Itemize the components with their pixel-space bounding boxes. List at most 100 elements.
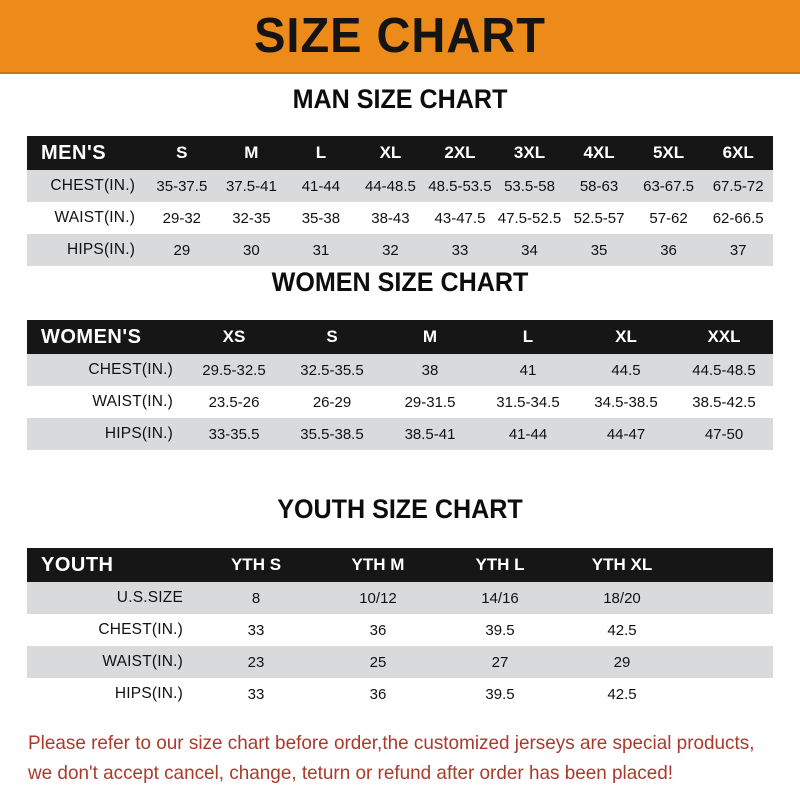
table-row: WAIST(IN.) 23.5-26 26-29 29-31.5 31.5-34… — [27, 386, 773, 418]
women-size-col-3: L — [522, 327, 534, 346]
youth-size-table: YOUTH YTH S YTH M YTH L YTH XL U.S.SIZE … — [27, 548, 773, 710]
women-header-label: WOMEN'S — [41, 325, 142, 348]
man-row-1-cell-7: 57-62 — [649, 209, 688, 227]
women-size-col-5: XXL — [707, 327, 741, 346]
table-row: CHEST(IN.) 29.5-32.5 32.5-35.5 38 41 44.… — [27, 354, 773, 386]
youth-row-1-cell-1: 36 — [369, 621, 387, 639]
man-row-1-cell-4: 43-47.5 — [434, 209, 486, 227]
man-row-2-cell-3: 32 — [382, 241, 399, 259]
women-row-0-cell-1: 32.5-35.5 — [300, 361, 364, 379]
man-row-2-cell-6: 35 — [590, 241, 608, 259]
youth-table-header-row: YOUTH YTH S YTH M YTH L YTH XL — [27, 548, 773, 582]
man-row-2-cell-4: 33 — [451, 241, 469, 259]
women-row-1-cell-4: 34.5-38.5 — [594, 393, 658, 411]
women-row-0-cell-3: 41 — [519, 361, 537, 379]
women-row-2-cell-1: 35.5-38.5 — [300, 425, 364, 443]
women-row-0-cell-5: 44.5-48.5 — [692, 361, 756, 379]
women-section-title: WOMEN SIZE CHART — [271, 267, 529, 297]
table-row: HIPS(IN.) 29 30 31 32 33 34 35 36 37 — [27, 234, 773, 266]
women-row-0-cell-2: 38 — [421, 361, 439, 379]
youth-size-col-1: YTH M — [351, 555, 405, 574]
man-row-0-cell-3: 44-48.5 — [365, 177, 416, 195]
women-row-0-label: CHEST(IN.) — [88, 361, 173, 378]
youth-row-0-cell-2: 14/16 — [481, 589, 519, 607]
man-row-2-cell-7: 36 — [660, 241, 677, 259]
women-row-0-cell-4: 44.5 — [611, 361, 641, 379]
youth-row-3-filler — [683, 678, 773, 710]
youth-header-label: YOUTH — [41, 553, 114, 576]
man-row-1-cell-1: 32-35 — [232, 209, 271, 227]
women-row-2-label: HIPS(IN.) — [104, 425, 173, 442]
man-row-0-cell-2: 41-44 — [301, 177, 341, 195]
man-size-col-2: L — [315, 143, 327, 162]
women-row-1-cell-1: 26-29 — [312, 393, 352, 411]
man-row-0-cell-4: 48.5-53.5 — [428, 177, 492, 195]
women-row-2-cell-4: 44-47 — [606, 425, 646, 443]
man-row-1-cell-5: 47.5-52.5 — [497, 209, 562, 227]
youth-row-1-label: CHEST(IN.) — [98, 621, 183, 638]
man-row-1-cell-3: 38-43 — [371, 209, 410, 227]
table-row: HIPS(IN.) 33 36 39.5 42.5 — [27, 678, 773, 710]
youth-header-filler — [683, 548, 773, 582]
youth-row-3-cell-2: 39.5 — [485, 685, 515, 703]
women-table-header-row: WOMEN'S XS S M L XL XXL — [27, 320, 773, 354]
women-row-1-cell-0: 23.5-26 — [208, 393, 260, 411]
youth-row-0-cell-1: 10/12 — [359, 589, 397, 607]
youth-size-col-0: YTH S — [230, 555, 282, 574]
women-row-2-cell-5: 47-50 — [704, 425, 744, 443]
youth-row-2-label: WAIST(IN.) — [102, 653, 183, 670]
man-row-2-label: HIPS(IN.) — [66, 241, 136, 258]
man-size-col-0: S — [176, 143, 188, 162]
man-row-0-cell-5: 53.5-58 — [504, 177, 555, 195]
man-row-0-cell-6: 58-63 — [579, 177, 619, 195]
table-row: HIPS(IN.) 33-35.5 35.5-38.5 38.5-41 41-4… — [27, 418, 773, 450]
youth-size-col-2: YTH L — [475, 555, 525, 574]
man-row-1-cell-0: 29-32 — [162, 209, 202, 227]
youth-row-1-cell-3: 42.5 — [607, 621, 637, 639]
youth-row-3-cell-1: 36 — [369, 685, 387, 703]
man-row-0-cell-7: 63-67.5 — [643, 177, 694, 195]
page-title: SIZE CHART — [254, 8, 546, 63]
youth-row-3-cell-3: 42.5 — [607, 685, 637, 703]
page-banner: SIZE CHART — [0, 0, 800, 74]
man-row-2-cell-1: 30 — [243, 241, 260, 259]
youth-row-0-cell-3: 18/20 — [603, 589, 641, 607]
youth-row-3-label: HIPS(IN.) — [114, 685, 183, 702]
table-row: CHEST(IN.) 35-37.5 37.5-41 41-44 44-48.5… — [27, 170, 773, 202]
youth-row-2-cell-0: 23 — [247, 653, 265, 671]
man-header-label: MEN'S — [41, 141, 107, 164]
man-size-col-4: 2XL — [444, 143, 476, 162]
man-row-2-cell-2: 31 — [312, 241, 330, 259]
women-row-2-cell-0: 33-35.5 — [208, 425, 260, 443]
disclaimer-line-1: Please refer to our size chart before or… — [28, 732, 755, 754]
man-row-2-cell-0: 29 — [173, 241, 191, 259]
disclaimer-line-2: we don't accept cancel, change, teturn o… — [28, 762, 674, 784]
youth-section-title: YOUTH SIZE CHART — [277, 494, 523, 524]
women-size-col-0: XS — [222, 327, 246, 346]
man-row-2-cell-5: 34 — [521, 241, 538, 259]
women-row-0-cell-0: 29.5-32.5 — [202, 361, 266, 379]
man-row-0-cell-0: 35-37.5 — [156, 177, 208, 195]
man-size-col-6: 4XL — [583, 143, 615, 162]
youth-row-2-cell-1: 25 — [369, 653, 387, 671]
disclaimer-note: Please refer to our size chart before or… — [28, 728, 754, 788]
women-row-1-cell-2: 29-31.5 — [404, 393, 456, 411]
man-size-table: MEN'S S M L XL 2XL 3XL 4XL 5XL 6XL CHEST… — [27, 136, 773, 266]
man-size-col-7: 5XL — [652, 143, 685, 162]
man-row-1-cell-8: 62-66.5 — [712, 209, 764, 227]
youth-row-1-cell-2: 39.5 — [485, 621, 515, 639]
man-size-col-5: 3XL — [513, 143, 546, 162]
women-row-1-cell-5: 38.5-42.5 — [692, 393, 756, 411]
man-row-0-label: CHEST(IN.) — [50, 177, 136, 194]
man-size-col-8: 6XL — [722, 143, 754, 162]
table-row: WAIST(IN.) 29-32 32-35 35-38 38-43 43-47… — [27, 202, 773, 234]
women-row-2-cell-2: 38.5-41 — [404, 425, 456, 443]
man-section-title: MAN SIZE CHART — [292, 84, 508, 114]
man-row-0-cell-8: 67.5-72 — [712, 177, 764, 195]
man-size-col-1: M — [244, 143, 259, 162]
table-row: CHEST(IN.) 33 36 39.5 42.5 — [27, 614, 773, 646]
women-size-col-1: S — [326, 327, 338, 346]
women-row-2-cell-3: 41-44 — [508, 425, 548, 443]
man-size-col-3: XL — [379, 143, 402, 162]
